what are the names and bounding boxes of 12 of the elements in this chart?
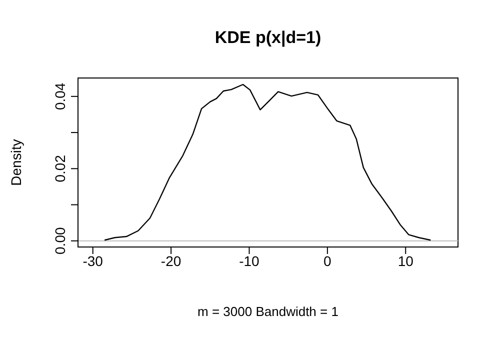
chart-title: KDE p(x|d=1) xyxy=(214,28,322,48)
x-tick-label: 10 xyxy=(398,252,414,269)
y-tick-label: 0.00 xyxy=(52,227,68,254)
x-tick-label: -10 xyxy=(239,252,260,269)
x-tick-label: 0 xyxy=(324,252,332,269)
x-tick-label: -20 xyxy=(160,252,182,269)
x-tick-label: -30 xyxy=(82,252,104,269)
x-axis-title: m = 3000 Bandwidth = 1 xyxy=(198,304,338,319)
y-axis-title: Density xyxy=(8,139,24,186)
y-tick-label: 0.04 xyxy=(52,82,68,110)
y-tick-label: 0.02 xyxy=(52,154,68,182)
line-series xyxy=(104,84,432,241)
